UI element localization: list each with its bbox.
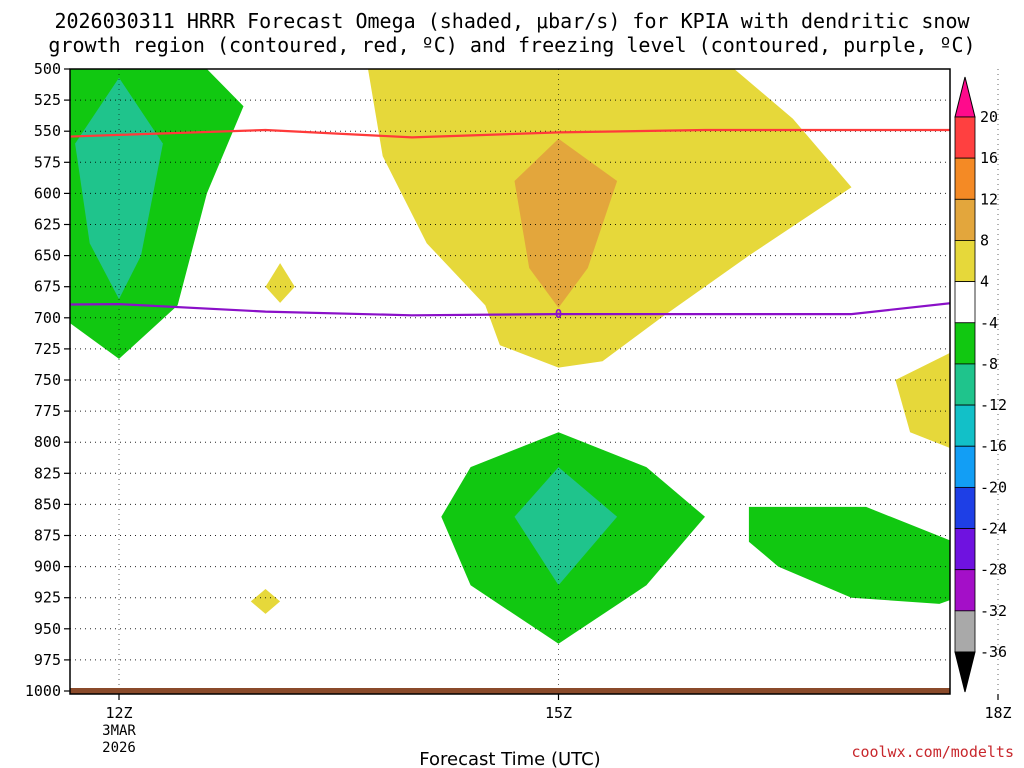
omega-teal-15z-low bbox=[514, 467, 618, 586]
dgz-isotherm-line bbox=[70, 128, 950, 139]
colorbar-label: -4 bbox=[980, 314, 998, 332]
colorbar-bin bbox=[954, 322, 976, 365]
y-tick-label: 650 bbox=[34, 247, 61, 265]
omega-yellow-small-13z bbox=[265, 263, 295, 303]
colorbar-bin bbox=[954, 445, 976, 488]
chart-title-line2: growth region (contoured, red, ºC) and f… bbox=[48, 33, 975, 57]
colorbar-bin bbox=[954, 116, 976, 159]
y-tick-label: 775 bbox=[34, 402, 61, 420]
ground-strip bbox=[70, 688, 950, 694]
y-tick-label: 600 bbox=[34, 184, 61, 202]
y-tick-label: 550 bbox=[34, 122, 61, 140]
colorbar-label: 8 bbox=[980, 231, 989, 249]
colorbar-label: -28 bbox=[980, 561, 1007, 579]
plot-frame bbox=[69, 68, 951, 695]
colorbar-label: 4 bbox=[980, 273, 989, 291]
x-tick-label: 18Z bbox=[984, 704, 1011, 722]
x-tick-date: 3MAR bbox=[102, 723, 136, 739]
colorbar-bin bbox=[954, 157, 976, 200]
colorbar-label: -8 bbox=[980, 355, 998, 373]
colorbar: 20 16 12 8 4 -4 -8 -12 -16 -20 -24 -28 -32 -36 bbox=[954, 76, 1007, 693]
y-tick-label: 700 bbox=[34, 309, 61, 327]
omega-shading-layer bbox=[70, 69, 950, 644]
colorbar-label: 12 bbox=[980, 190, 998, 208]
colorbar-label: -12 bbox=[980, 396, 1007, 414]
y-tick-label: 500 bbox=[34, 60, 61, 78]
colorbar-label: -16 bbox=[980, 437, 1007, 455]
x-axis-label: Forecast Time (UTC) bbox=[419, 749, 600, 768]
y-tick-label: 850 bbox=[34, 495, 61, 513]
omega-green-17z-low bbox=[748, 506, 950, 604]
x-tick-label: 15Z bbox=[545, 704, 572, 722]
contour-lines-layer: 00 bbox=[70, 128, 950, 321]
colorbar-bin bbox=[954, 281, 976, 324]
colorbar-bin bbox=[954, 240, 976, 283]
colorbar-label: -36 bbox=[980, 643, 1007, 661]
y-tick-label: 625 bbox=[34, 216, 61, 234]
y-tick-label: 825 bbox=[34, 464, 61, 482]
freezing-level-label: 0 bbox=[555, 307, 562, 321]
y-axis: 500 525 550 575 600 625 650 675 700 725 750 775 800 8… bbox=[25, 60, 70, 700]
omega-orange-15z-column bbox=[514, 138, 618, 308]
x-tick-year: 2026 bbox=[102, 740, 136, 756]
y-tick-label: 1000 bbox=[25, 682, 61, 700]
omega-yellow-small-13z-low bbox=[250, 589, 281, 614]
colorbar-bin bbox=[954, 198, 976, 241]
colorbar-bin bbox=[954, 486, 976, 529]
colorbar-cap-bottom bbox=[954, 651, 976, 693]
x-tick-label: 12Z bbox=[105, 704, 132, 722]
colorbar-label: 20 bbox=[980, 108, 998, 126]
y-tick-label: 925 bbox=[34, 589, 61, 607]
y-tick-label: 725 bbox=[34, 340, 61, 358]
y-tick-label: 950 bbox=[34, 620, 61, 638]
x-axis: 12Z3MAR202615Z18Z21Z00Z4MAR03Z bbox=[102, 694, 1012, 756]
omega-yellow-15z-column bbox=[368, 69, 852, 368]
y-tick-label: 525 bbox=[34, 91, 61, 109]
colorbar-bin bbox=[954, 363, 976, 406]
colorbar-bin bbox=[954, 404, 976, 447]
colorbar-bin bbox=[954, 610, 976, 653]
colorbar-label: -32 bbox=[980, 602, 1007, 620]
colorbar-label: -20 bbox=[980, 478, 1007, 496]
colorbar-cap-top bbox=[954, 76, 976, 118]
omega-teal-12z-column bbox=[75, 77, 163, 300]
credit-text: coolwx.com/modelts bbox=[851, 743, 1014, 761]
colorbar-label: -24 bbox=[980, 520, 1007, 538]
y-tick-label: 900 bbox=[34, 558, 61, 576]
colorbar-label: 16 bbox=[980, 149, 998, 167]
y-tick-label: 875 bbox=[34, 527, 61, 545]
omega-yellow-18z-blob bbox=[895, 352, 950, 449]
freezing-level-line bbox=[70, 302, 950, 317]
y-tick-label: 800 bbox=[34, 433, 61, 451]
y-tick-label: 575 bbox=[34, 153, 61, 171]
y-tick-label: 975 bbox=[34, 651, 61, 669]
colorbar-bin bbox=[954, 528, 976, 571]
y-tick-label: 750 bbox=[34, 371, 61, 389]
y-tick-label: 675 bbox=[34, 278, 61, 296]
colorbar-bin bbox=[954, 569, 976, 612]
chart-title-line1: 2026030311 HRRR Forecast Omega (shaded, … bbox=[54, 9, 970, 33]
